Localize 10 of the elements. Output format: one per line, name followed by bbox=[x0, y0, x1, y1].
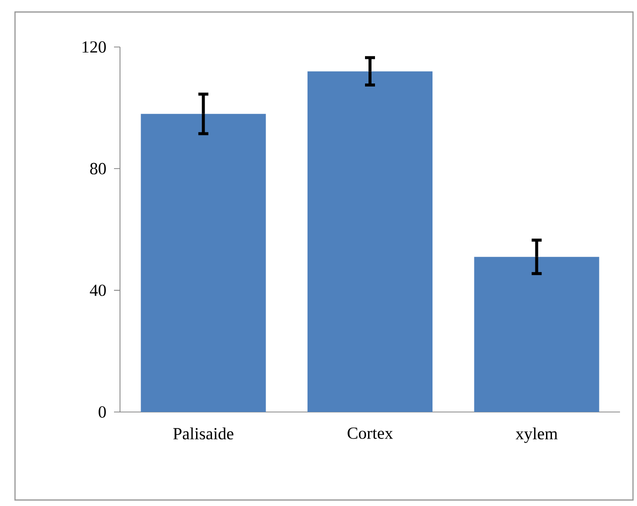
y-tick-label: 40 bbox=[90, 284, 106, 296]
bar bbox=[308, 71, 433, 412]
bar bbox=[474, 256, 600, 412]
y-tick-label: 120 bbox=[82, 41, 106, 53]
x-tick-label: xylem bbox=[516, 428, 558, 443]
y-tick-label: 0 bbox=[98, 406, 106, 418]
bar bbox=[140, 114, 266, 412]
x-tick-label: Palisaide bbox=[173, 428, 234, 440]
x-tick-label: Cortex bbox=[348, 428, 393, 439]
y-tick-label: 80 bbox=[90, 162, 106, 174]
